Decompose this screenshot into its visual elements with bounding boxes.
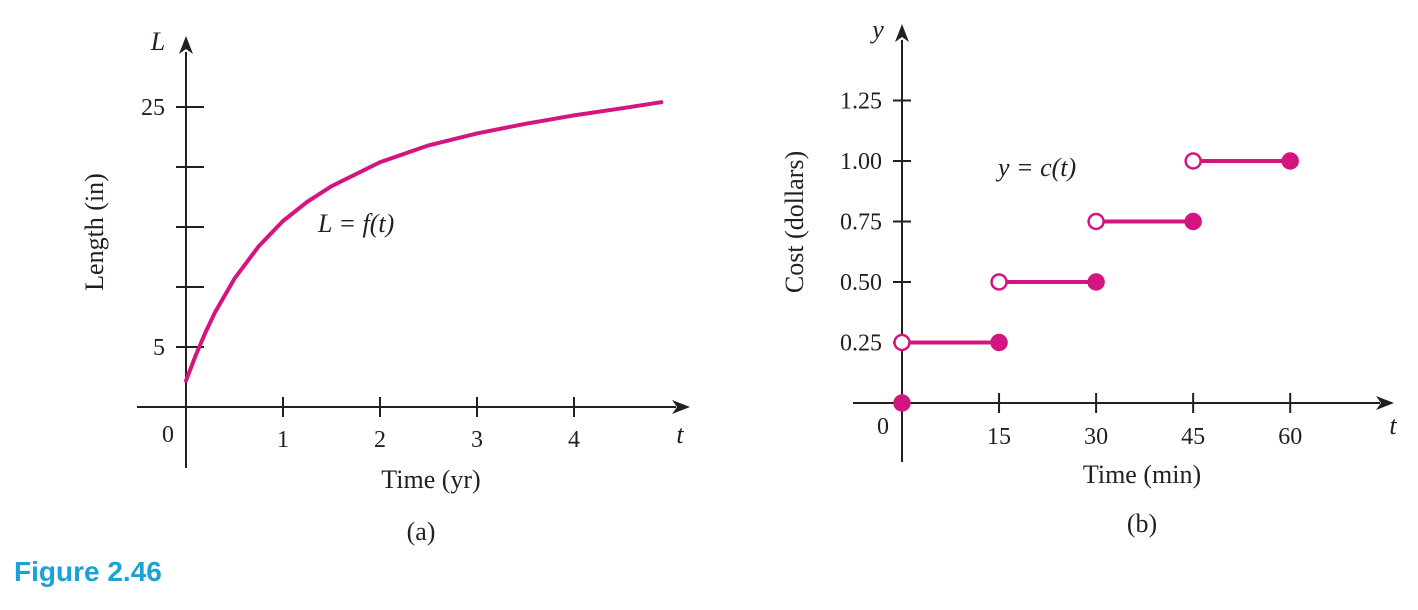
x-tick-label-a: 4 [568,427,580,453]
x-tick-label-b: 60 [1278,424,1302,450]
y-axis-var-b: y [869,15,884,44]
y-axis-title-a: Length (in) [80,173,109,291]
origin-point [893,394,911,412]
origin-label-b: 0 [877,414,889,440]
y-tick-label-a: 5 [153,335,165,361]
closed-endpoint [1087,273,1105,291]
x-axis-var-b: t [1389,411,1397,440]
y-tick-label-b: 0.25 [840,331,882,357]
y-axis-arrow-b [895,24,909,42]
y-tick-label-b: 0.50 [840,270,882,296]
y-axis-arrow-a [179,36,193,54]
x-axis-title-a: Time (yr) [381,465,480,494]
x-tick-label-b: 15 [987,424,1011,450]
x-axis-var-a: t [676,420,684,449]
x-tick-label-a: 1 [277,427,289,453]
chart-a-length-vs-time: 1 2 3 4 5 25 0 t L Time (yr) Length (in) L = f(t) (a… [80,27,690,546]
open-endpoint [893,333,911,352]
y-tick-label-b: 1.25 [840,89,882,115]
open-endpoint [1087,212,1105,231]
x-axis-arrow-a [672,400,690,414]
closed-endpoint [1184,212,1202,231]
curve-label-a: L = f(t) [317,209,394,238]
chart-b-cost-vs-time: 15 30 45 60 0.25 0.50 0.75 1.00 1.25 0 t y Time (min… [780,15,1397,538]
open-endpoint [1184,152,1202,170]
x-tick-label-b: 30 [1084,424,1108,450]
figure-caption: Figure 2.46 [14,556,162,587]
x-axis-title-b: Time (min) [1083,460,1201,489]
x-tick-label-b: 45 [1181,424,1205,450]
series-line-a [184,100,664,383]
closed-endpoint [1281,152,1299,170]
origin-label-a: 0 [162,422,174,448]
panel-label-b: (b) [1127,509,1157,538]
y-axis-title-b: Cost (dollars) [780,151,809,293]
y-axis-var-a: L [150,27,165,56]
panel-label-a: (a) [407,517,436,546]
y-tick-label-b: 1.00 [840,149,882,175]
x-tick-label-a: 3 [471,427,483,453]
y-tick-label-b: 0.75 [840,210,882,236]
x-axis-arrow-b [1376,396,1394,410]
curve-label-b: y = c(t) [995,153,1076,182]
closed-endpoint [990,333,1008,352]
open-endpoint [990,273,1008,291]
x-tick-label-a: 2 [374,427,386,453]
y-tick-label-a: 25 [141,95,165,121]
